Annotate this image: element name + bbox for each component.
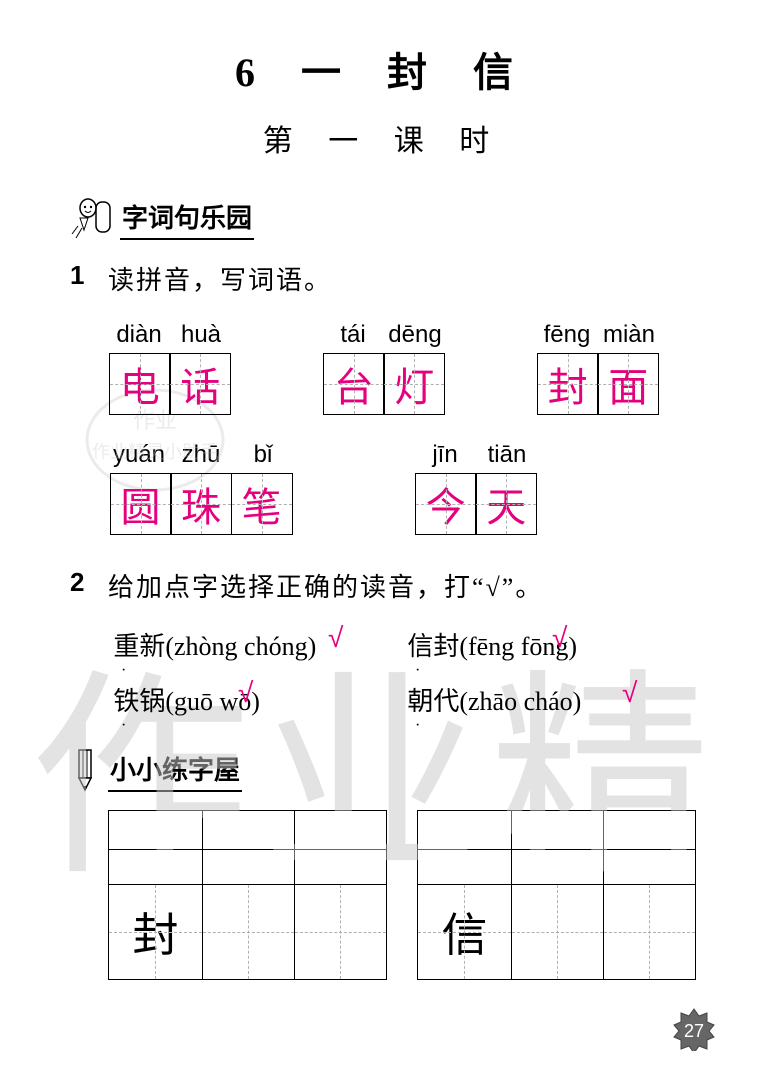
pinyin: dēng [384,321,446,349]
pinyin: tái [322,321,384,349]
pinyin: huà [170,321,232,349]
page-subtitle: 第 一 课 时 [0,116,766,160]
page-number: 27 [684,1021,704,1041]
pinyin: tiān [476,441,538,469]
writing-table: 信 [417,810,696,980]
reading-item: ·朝代(zhāo cháo) √ [402,681,696,718]
section1-header: 字词句乐园 [70,196,696,240]
reading-opts: (zhāo cháo) [459,687,581,716]
reading-opts: (zhòng chóng) [165,632,316,661]
answer-char: 话 [169,353,231,415]
answer-char: 电 [109,353,171,415]
emphasis-dot: · [121,662,126,679]
section2-header: 小小练字屋 [70,746,696,792]
pinyin-group: jīn tiān 今 天 [414,441,538,535]
answer-char: 今 [415,473,477,535]
q1-text: 读拼音，写词语。 [108,260,696,297]
question-1: 1 读拼音，写词语。 [70,260,696,297]
answer-char: 面 [597,353,659,415]
worksheet-page: 作业 作业精灵小助手 作业精 6 一 封 信 第 一 课 时 字词句乐园 1 读… [0,40,766,1091]
pinyin: diàn [108,321,170,349]
emphasis-dot: · [121,717,126,734]
emphasis-dot: · [415,662,420,679]
answer-char: 圆 [110,473,172,535]
question-2: 2 给加点字选择正确的读音，打“√”。 [70,567,696,604]
reading-row: ·重新(zhòng chóng) √ ·信封(fēng fōng) √ [108,626,696,663]
pinyin: miàn [598,321,660,349]
reading-word: 铁锅 [113,687,165,716]
q2-text: 给加点字选择正确的读音，打“√”。 [108,567,696,604]
pinyin-group: tái dēng 台 灯 [322,321,446,415]
answer-char: 封 [537,353,599,415]
answer-char: 天 [475,473,537,535]
q1-number: 1 [70,260,108,291]
q1-row2: yuán zhū bǐ 圆 珠 笔 jīn tiān 今 天 [108,441,734,535]
writing-cell [202,885,294,980]
pinyin: jīn [414,441,476,469]
pinyin: zhū [170,441,232,469]
section1-title: 字词句乐园 [120,198,254,240]
writing-char: 信 [418,885,512,980]
reading-word: 重新 [113,632,165,661]
writing-tables: 封 信 [108,810,696,980]
answer-char: 灯 [383,353,445,415]
q2-items: ·重新(zhòng chóng) √ ·信封(fēng fōng) √ ·铁锅(… [108,626,696,718]
reading-item: ·铁锅(guō wō) √ [108,681,402,718]
reading-row: ·铁锅(guō wō) √ ·朝代(zhāo cháo) √ [108,681,696,718]
writing-char: 封 [109,885,203,980]
tick-mark: √ [328,622,343,654]
pinyin: fēng [536,321,598,349]
content-section: 字词句乐园 1 读拼音，写词语。 diàn huà 电 话 tái d [70,196,696,980]
reading-item: ·信封(fēng fōng) √ [402,626,696,663]
pinyin-group: yuán zhū bǐ 圆 珠 笔 [108,441,294,535]
reading-word: 朝代 [407,687,459,716]
mascot-icon [70,196,114,240]
writing-cell [603,885,695,980]
answer-char: 台 [323,353,385,415]
section2-title: 小小练字屋 [108,750,242,792]
pinyin: bǐ [232,441,294,469]
reading-item: ·重新(zhòng chóng) √ [108,626,402,663]
tick-mark: √ [552,622,567,654]
page-title: 6 一 封 信 [0,40,766,98]
page-number-badge: 27 [672,1007,716,1051]
q2-number: 2 [70,567,108,598]
emphasis-dot: · [415,717,420,734]
q1-row1: diàn huà 电 话 tái dēng 台 灯 [108,321,696,415]
pinyin-group: diàn huà 电 话 [108,321,232,415]
tick-mark: √ [238,677,253,709]
pencil-icon [70,746,100,792]
writing-cell [294,885,386,980]
writing-table: 封 [108,810,387,980]
writing-cell [511,885,603,980]
pinyin: yuán [108,441,170,469]
answer-char: 珠 [170,473,232,535]
reading-word: 信封 [407,632,459,661]
pinyin-group: fēng miàn 封 面 [536,321,660,415]
answer-char: 笔 [231,473,293,535]
tick-mark: √ [622,677,637,709]
